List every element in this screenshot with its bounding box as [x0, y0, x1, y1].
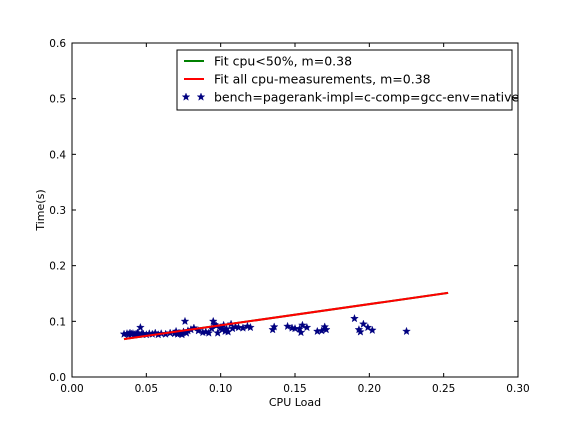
x-tick-label: 0.10: [209, 383, 232, 395]
data-point-star: [290, 324, 300, 333]
x-tick-label: 0.25: [432, 383, 455, 395]
y-tick-label: 0.2: [49, 261, 66, 273]
x-tick-label: 0.20: [358, 383, 381, 395]
y-axis-label: Time(s): [34, 189, 47, 231]
data-point-star: [321, 325, 331, 334]
legend-label-fit-cpu50: Fit cpu<50%, m=0.38: [214, 54, 352, 69]
legend: Fit cpu<50%, m=0.38 Fit all cpu-measurem…: [176, 49, 520, 111]
x-tick-label: 0.05: [135, 383, 158, 395]
y-tick-label: 0.3: [49, 205, 66, 217]
y-tick-label: 0.1: [49, 316, 66, 328]
data-point-star: [204, 328, 214, 337]
legend-star-icon: [181, 92, 191, 101]
data-point-star: [363, 322, 373, 332]
data-point-star: [350, 313, 359, 323]
data-point-star: [208, 316, 218, 326]
y-tick-label: 0.6: [49, 38, 66, 50]
data-point-star: [246, 322, 255, 332]
data-point-star: [283, 321, 292, 331]
y-tick-label: 0.4: [49, 149, 66, 161]
legend-label-bench: bench=pagerank-impl=c-comp=gcc-env=nativ…: [214, 90, 520, 105]
legend-box: [176, 49, 513, 111]
legend-stars: [181, 92, 206, 101]
data-point-star: [136, 322, 145, 332]
y-tick-label: 0.0: [49, 372, 66, 384]
series-layer: [119, 291, 449, 341]
x-axis-label: CPU Load: [269, 396, 321, 409]
data-point-star: [180, 316, 190, 326]
fit-line-series-1: [123, 291, 449, 341]
x-tick-label: 0.30: [506, 383, 529, 395]
x-tick-label: 0.00: [60, 383, 83, 395]
data-point-star: [296, 327, 306, 337]
data-point-star: [402, 326, 411, 336]
y-tick-label: 0.5: [49, 94, 66, 106]
data-point-star: [234, 322, 243, 332]
data-point-star: [295, 324, 304, 333]
tick-layer: 0.00 0.05 0.10 0.15 0.20 0.25 0.30 0.0 0.1 0.2 0.3…: [49, 38, 529, 395]
legend-label-fit-all: Fit all cpu-measurements, m=0.38: [214, 72, 431, 87]
legend-star-icon: [196, 92, 206, 101]
data-point-star: [269, 322, 279, 331]
x-tick-label: 0.15: [283, 383, 306, 395]
data-point-star: [298, 320, 307, 329]
data-point-star: [367, 325, 377, 334]
data-point-star: [302, 322, 312, 332]
data-point-star: [356, 327, 365, 336]
data-point-star: [359, 319, 368, 328]
